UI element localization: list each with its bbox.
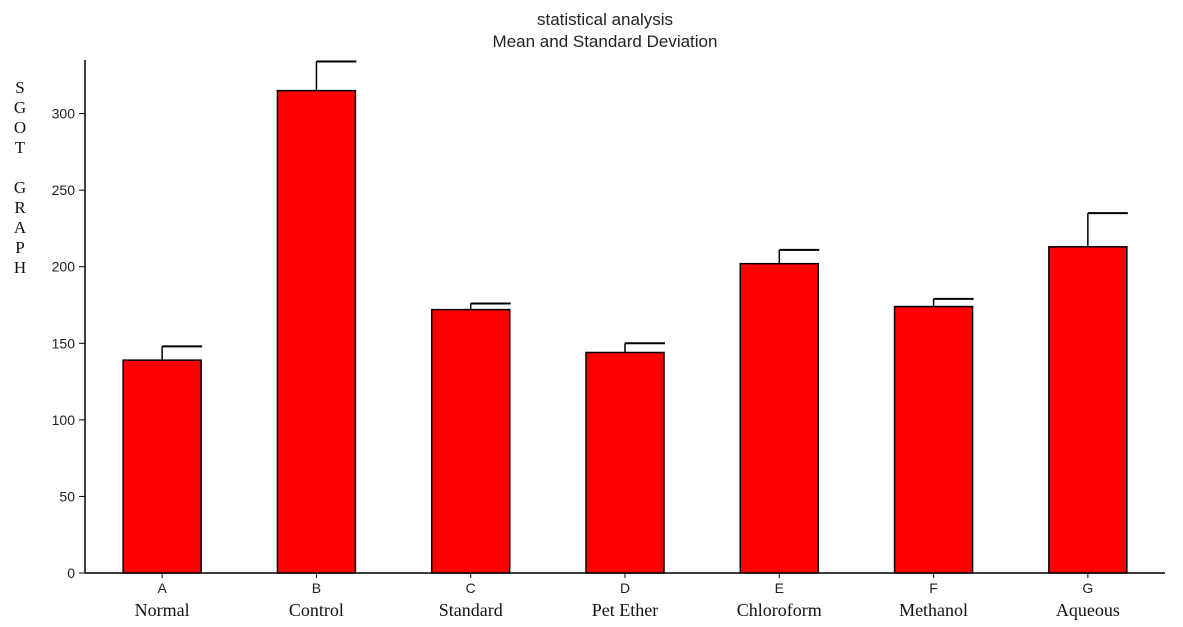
bar-F — [893, 305, 974, 574]
y-tick-label: 200 — [52, 259, 76, 275]
bar-D — [585, 351, 665, 574]
y-label-letter: H — [14, 258, 26, 277]
y-label-letter: O — [14, 118, 26, 137]
y-tick-label: 150 — [52, 335, 76, 351]
y-axis-ticks: 0 50 100 150 200 250 300 — [52, 106, 85, 581]
y-tick-label: 300 — [52, 106, 76, 122]
category-name-D: Pet Ether — [592, 600, 658, 620]
y-label-letter: S — [15, 78, 24, 97]
y-label-letter: G — [14, 178, 26, 197]
y-label-letter: A — [14, 218, 27, 237]
category-name-G: Aqueous — [1056, 600, 1120, 620]
y-tick-label: 0 — [67, 565, 75, 581]
chart-title-line-2: Mean and Standard Deviation — [493, 32, 718, 51]
bars — [122, 89, 1128, 574]
y-tick-label: 50 — [59, 488, 75, 504]
category-name-E: Chloroform — [737, 600, 822, 620]
category-name-B: Control — [289, 600, 344, 620]
bar-C — [430, 308, 511, 574]
x-tick-label-E: E — [775, 580, 784, 596]
x-tick-label-C: C — [466, 580, 476, 596]
bar-A — [122, 359, 202, 574]
error-bars — [161, 60, 1128, 361]
y-tick-label: 250 — [52, 182, 76, 198]
y-label-letter: P — [15, 238, 24, 257]
y-label-letter: G — [14, 98, 26, 117]
x-tick-label-A: A — [157, 580, 167, 596]
x-tick-label-G: G — [1082, 580, 1093, 596]
y-tick-label: 100 — [52, 412, 76, 428]
chart-title-line-1: statistical analysis — [537, 10, 673, 29]
x-tick-label-B: B — [312, 580, 321, 596]
category-name-A: Normal — [135, 600, 190, 620]
bar-E — [739, 262, 820, 574]
category-name-C: Standard — [439, 600, 503, 620]
x-axis-labels: A Normal B Control C Standard D Pet Ether E Chlor… — [135, 573, 1120, 620]
bar-G — [1048, 246, 1128, 574]
bar-B — [276, 89, 357, 574]
y-label-letter: R — [14, 198, 26, 217]
y-label-letter: T — [15, 138, 26, 157]
x-tick-label-D: D — [620, 580, 630, 596]
category-name-F: Methanol — [899, 600, 968, 620]
x-tick-label-F: F — [929, 580, 938, 596]
